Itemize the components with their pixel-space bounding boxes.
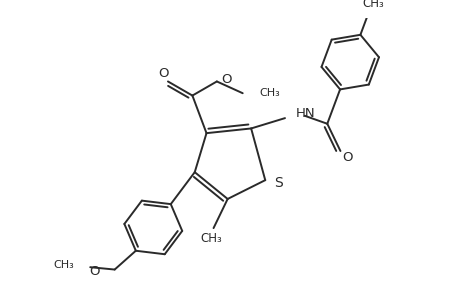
Text: O: O [341,151,352,164]
Text: O: O [158,67,168,80]
Text: S: S [274,176,282,190]
Text: O: O [90,266,100,278]
Text: CH₃: CH₃ [200,232,222,245]
Text: HN: HN [295,107,314,120]
Text: CH₃: CH₃ [362,0,384,11]
Text: CH₃: CH₃ [53,260,73,270]
Text: CH₃: CH₃ [258,88,279,98]
Text: O: O [220,73,231,85]
